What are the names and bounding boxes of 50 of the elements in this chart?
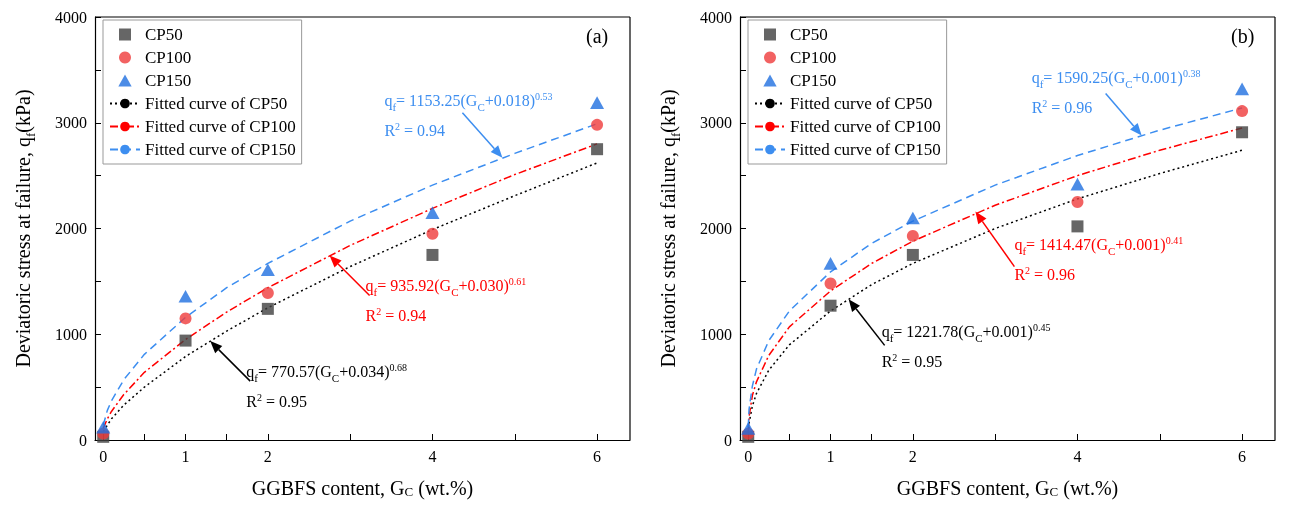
annotation: (a) [586,25,609,48]
annotation: q$_{f}$= 770.57(G$_{C}$+0.034)$^{0.68}$ [246,361,407,386]
annotation: q$_{f}$= 1221.78(G$_{C}$+0.001)$^{0.45}$ [881,321,1051,346]
x-tick-label: 6 [593,447,602,465]
legend-label: CP50 [790,25,828,44]
y-tick-label: 4000 [700,8,732,26]
y-tick-label: 1000 [55,325,87,343]
annotation: R$^{2}$ = 0.95 [881,351,943,372]
x-tick-label: 0 [744,447,753,465]
legend-label: Fitted curve of CP50 [145,94,288,113]
legend-label: CP150 [790,71,837,90]
x-axis-title: GGBFS content, GC (wt.%) [251,477,474,500]
y-tick-label: 0 [724,431,732,449]
annotation: q$_{f}$= 935.92(G$_{C}$+0.030)$^{0.61}$ [365,275,527,300]
legend-label: Fitted curve of CP100 [790,117,941,136]
legend-label: Fitted curve of CP100 [145,117,296,136]
annotation: q$_{f}$= 1153.25(G$_{C}$+0.018)$^{0.53}$ [384,89,553,115]
x-tick-label: 6 [1238,447,1247,465]
x-axis-title: GGBFS content, GC (wt.%) [896,477,1119,500]
y-tick-label: 3000 [700,114,732,132]
legend-label: CP50 [145,25,183,44]
y-tick-label: 1000 [700,325,732,343]
y-tick-label: 4000 [55,8,87,26]
annotation: R$^{2}$ = 0.94 [365,305,427,326]
y-axis-title: Deviatoric stress at failure, qf(kPa) [657,89,683,368]
annotation: q$_{f}$= 1414.47(G$_{C}$+0.001)$^{0.41}$ [1014,233,1184,259]
y-tick-label: 2000 [700,220,732,237]
y-tick-label: 3000 [55,114,87,132]
annotation: R$^{2}$ = 0.95 [246,391,307,412]
x-tick-label: 4 [1073,447,1082,465]
y-tick-label: 0 [79,431,87,449]
x-tick-label: 2 [908,447,917,465]
y-axis-title: Deviatoric stress at failure, qf(kPa) [12,89,38,368]
annotation: R$^{2}$ = 0.96 [1031,97,1093,118]
x-tick-label: 1 [826,447,835,465]
x-tick-label: 0 [99,447,108,465]
legend-label: Fitted curve of CP150 [145,140,296,159]
legend-label: Fitted curve of CP50 [790,94,933,113]
legend-label: Fitted curve of CP150 [790,140,941,159]
annotation: q$_{f}$= 1590.25(G$_{C}$+0.001)$^{0.38}$ [1031,67,1201,92]
x-tick-label: 2 [263,447,272,465]
legend-label: CP150 [145,71,192,90]
annotation: R$^{2}$ = 0.94 [384,119,446,140]
annotation: R$^{2}$ = 0.96 [1014,263,1076,284]
x-tick-label: 4 [428,447,437,465]
legend-label: CP100 [145,48,192,67]
x-tick-label: 1 [181,447,190,465]
annotation: (b) [1231,25,1255,48]
legend-label: CP100 [790,48,837,67]
y-tick-label: 2000 [55,220,87,237]
